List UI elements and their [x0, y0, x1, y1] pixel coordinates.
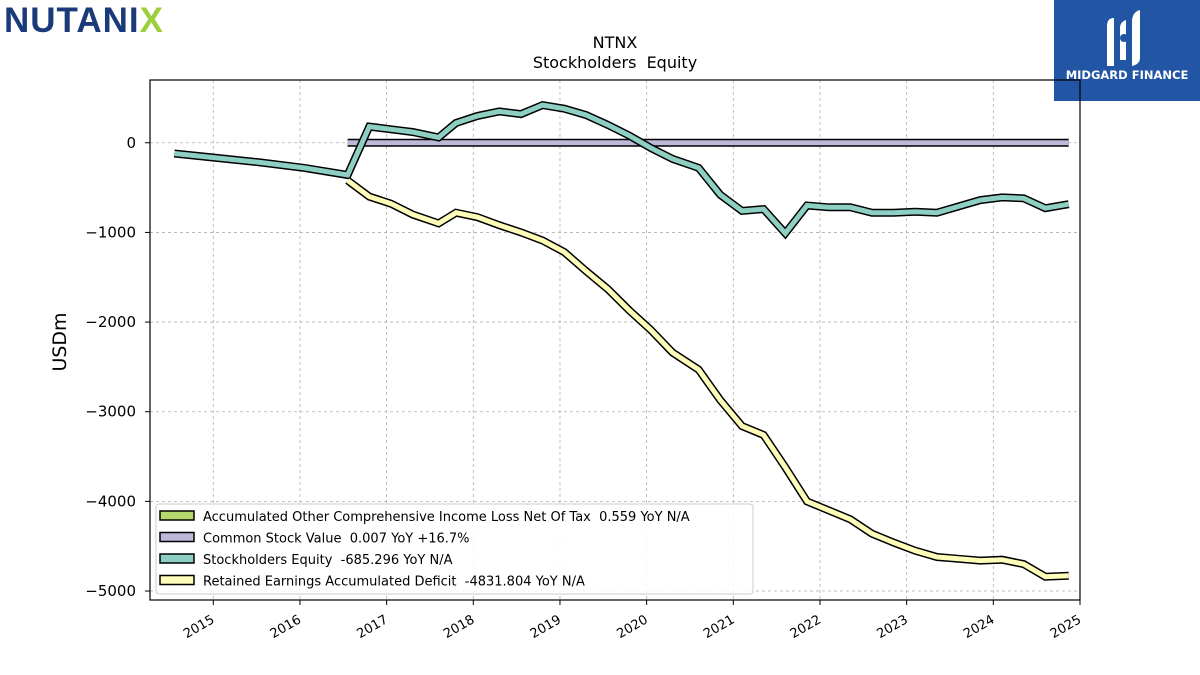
x-tick-label: 2015 — [181, 612, 217, 642]
midgard-brand-name: MIDGARD FINANCE — [1065, 68, 1189, 82]
plot-frame — [149, 79, 1081, 601]
series-line-3 — [346, 178, 1069, 580]
legend-label: Common Stock Value 0.007 YoY +16.7% — [203, 532, 470, 547]
x-axis-ticks: 2015 2016 2017 2018 2019 2020 2021 2022 2023 2024… — [181, 600, 1084, 642]
series-lines — [173, 100, 1070, 581]
legend-label: Stockholders Equity -685.296 YoY N/A — [203, 553, 453, 568]
midgard-finance-logo: MIDGARD FINANCE — [1054, 0, 1200, 101]
legend-label: Retained Earnings Accumulated Deficit -4… — [203, 575, 585, 590]
y-tick-label: −4000 — [85, 492, 136, 510]
chart-title: NTNX — [593, 33, 638, 52]
x-tick-label: 2021 — [701, 612, 737, 642]
legend-label: Accumulated Other Comprehensive Income L… — [203, 510, 690, 525]
x-tick-label: 2018 — [441, 612, 477, 642]
y-axis-label: USDm — [49, 312, 71, 371]
x-tick-label: 2019 — [528, 612, 564, 642]
y-tick-label: −2000 — [85, 313, 136, 331]
nutanix-logo-x: X — [139, 1, 164, 40]
y-tick-label: 0 — [126, 134, 136, 152]
x-tick-label: 2025 — [1048, 612, 1084, 642]
x-tick-label: 2020 — [614, 612, 650, 642]
x-tick-label: 2016 — [268, 612, 304, 642]
x-tick-label: 2022 — [788, 612, 824, 642]
series-line-2 — [174, 102, 1070, 238]
legend-swatch — [159, 574, 195, 586]
legend-swatch — [159, 531, 195, 543]
y-tick-label: −1000 — [85, 223, 136, 241]
midgard-mark-icon — [1107, 10, 1140, 66]
x-tick-label: 2017 — [354, 612, 390, 642]
nutanix-logo: NUTANIX — [4, 2, 164, 40]
y-tick-label: −3000 — [85, 403, 136, 421]
chart-subtitle: Stockholders Equity — [533, 53, 697, 72]
chart-legend: Accumulated Other Comprehensive Income L… — [155, 503, 754, 595]
x-tick-label: 2024 — [961, 612, 997, 642]
y-tick-label: −5000 — [85, 582, 136, 600]
x-tick-label: 2023 — [874, 612, 910, 642]
legend-swatch — [159, 553, 195, 564]
legend-box — [155, 503, 754, 595]
y-axis-ticks: 0 −1000 −2000 −3000 −4000 −5000 — [85, 134, 150, 600]
nutanix-logo-text: NUTANI — [4, 1, 140, 40]
legend-swatch — [159, 510, 195, 521]
